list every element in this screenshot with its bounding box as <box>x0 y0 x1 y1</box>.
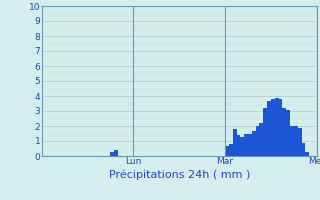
Bar <box>286 110 290 156</box>
Bar <box>236 135 240 156</box>
Bar <box>229 144 233 156</box>
Bar <box>225 146 229 156</box>
Bar <box>114 150 118 156</box>
Bar <box>301 142 305 156</box>
Bar <box>240 137 244 156</box>
Bar <box>233 129 236 156</box>
Bar <box>305 152 309 156</box>
Bar <box>263 108 267 156</box>
Bar <box>282 108 286 156</box>
Bar <box>110 152 114 156</box>
Bar <box>248 134 252 156</box>
Bar <box>279 99 282 156</box>
Bar <box>252 130 256 156</box>
Bar <box>260 123 263 156</box>
X-axis label: Précipitations 24h ( mm ): Précipitations 24h ( mm ) <box>108 169 250 180</box>
Bar <box>294 126 298 156</box>
Bar <box>267 100 271 156</box>
Bar <box>298 128 301 156</box>
Bar <box>275 98 279 156</box>
Bar <box>271 99 275 156</box>
Bar <box>244 134 248 156</box>
Bar <box>256 126 260 156</box>
Bar <box>290 126 294 156</box>
